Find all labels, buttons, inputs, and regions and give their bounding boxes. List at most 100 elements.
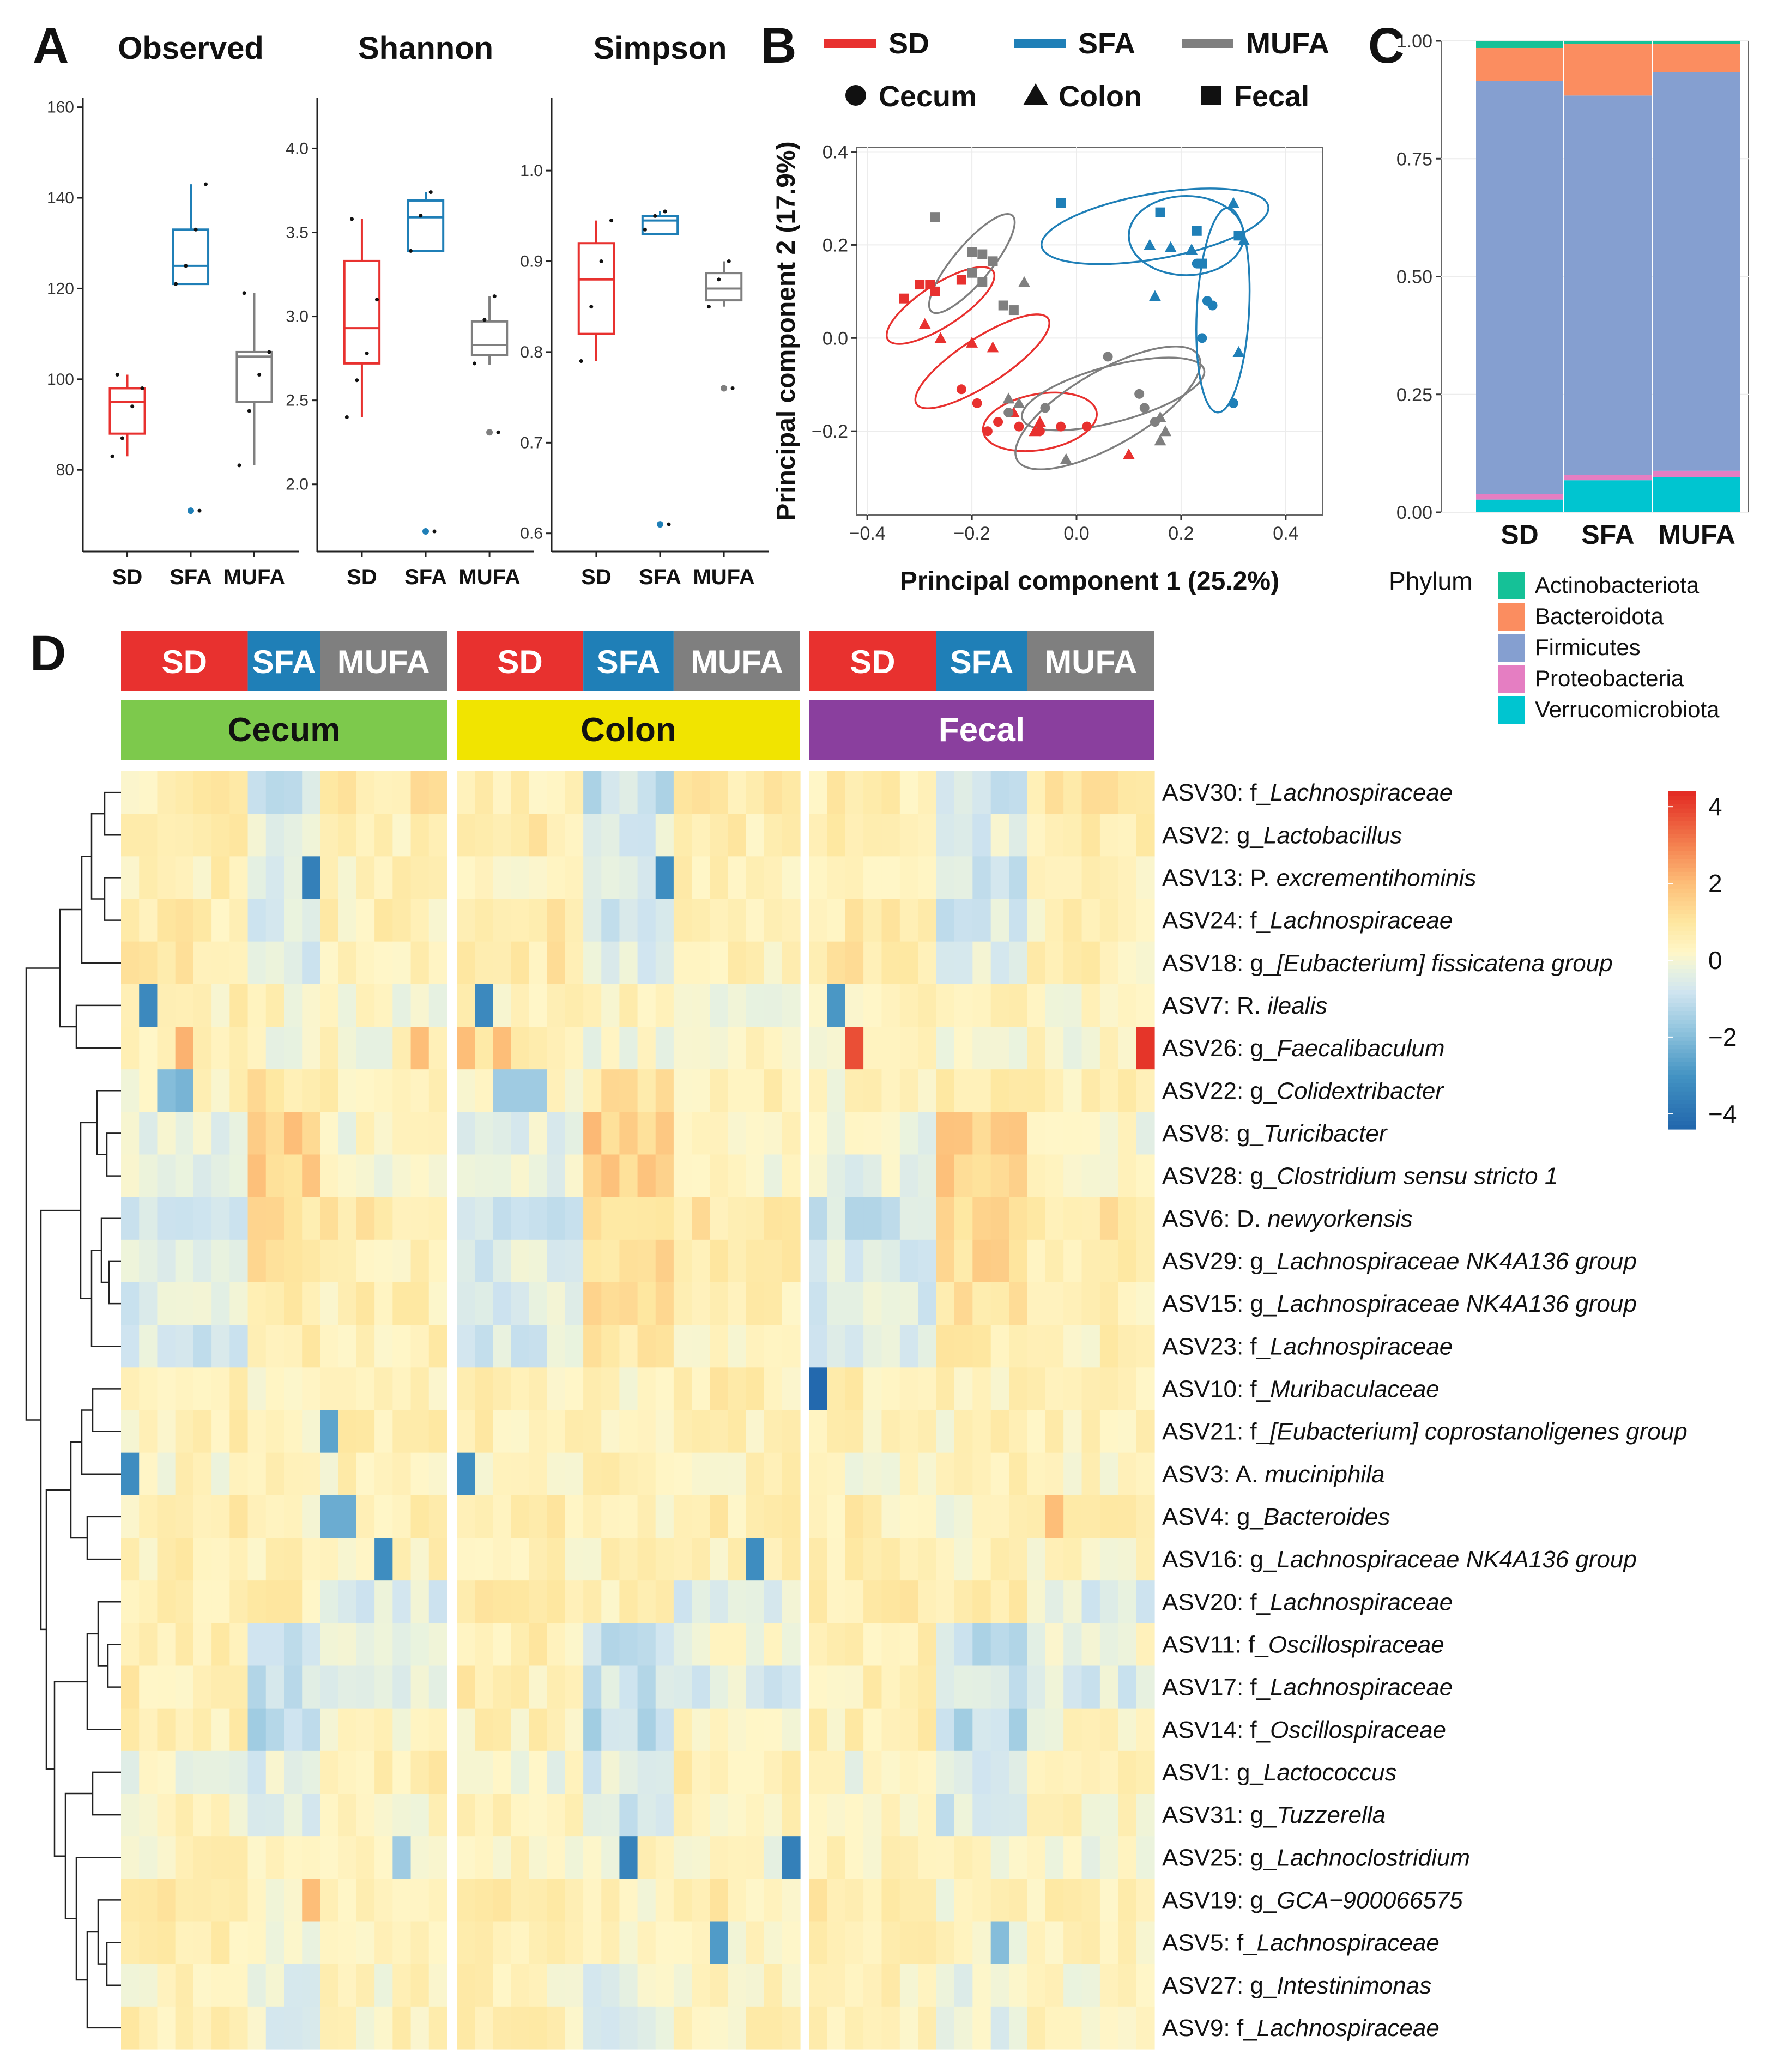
heatmap-cell [583, 1410, 602, 1453]
heatmap-cell [410, 1750, 430, 1794]
heatmap-cell [1081, 1836, 1100, 1879]
legend-swatch [1498, 665, 1525, 693]
colorbar-tick-label: −4 [1708, 1100, 1737, 1128]
heatmap-cell [511, 1027, 530, 1070]
heatmap-cell [320, 1623, 339, 1667]
row-label: ASV10: f_Muribaculaceae [1162, 1376, 1440, 1402]
heatmap-cell [881, 941, 900, 985]
heatmap-cell [1009, 1239, 1028, 1283]
heatmap-cell [936, 1112, 955, 1155]
box-iqr [235, 350, 273, 403]
heatmap-cell [583, 1580, 602, 1623]
heatmap-cell [764, 1027, 783, 1070]
heatmap-cell [338, 1325, 357, 1368]
heatmap-cell [428, 1410, 447, 1453]
y-tick-label: 0.9 [520, 253, 543, 271]
heatmap-cell [547, 1325, 566, 1368]
heatmap-cell [764, 771, 783, 814]
heatmap-cell [1136, 771, 1155, 814]
row-label-taxon: Lachnospiraceae [1257, 2015, 1440, 2041]
heatmap-cell [936, 1325, 955, 1368]
row-label-id: ASV18: g_ [1162, 950, 1277, 977]
colorbar-segment [1668, 1070, 1696, 1075]
heatmap-cell [1063, 1282, 1082, 1325]
heatmap-cell [529, 1239, 548, 1283]
row-label-taxon: Lactobacillus [1263, 822, 1402, 849]
colorbar-segment [1668, 1049, 1696, 1054]
heatmap-cell [728, 1750, 747, 1794]
heatmap-cell [954, 1112, 973, 1155]
heatmap-cell [637, 814, 656, 857]
colorbar-segment [1668, 1028, 1696, 1033]
heatmap-cell [710, 1836, 728, 1879]
heatmap-cell [637, 1452, 656, 1496]
heatmap-cell [457, 1750, 475, 1794]
heatmap-cell [457, 1410, 475, 1453]
heatmap-cell [863, 1921, 882, 1965]
heatmap-cell [710, 1367, 728, 1411]
colorbar-segment [1668, 884, 1696, 889]
heatmap-cell [782, 1410, 801, 1453]
heatmap-cell [410, 1580, 430, 1623]
heatmap-cell [175, 984, 194, 1027]
heatmap-cell [954, 1367, 973, 1411]
heatmap-cell [728, 2006, 747, 2050]
heatmap-cell [619, 1069, 638, 1112]
heatmap-cell [990, 1367, 1009, 1411]
heatmap-cell [601, 1623, 620, 1667]
point-colon [1186, 243, 1198, 255]
heatmap-cell [428, 1325, 447, 1368]
heatmap-cell [410, 1921, 430, 1965]
heatmap-cell [302, 814, 321, 857]
colorbar-segment [1668, 994, 1696, 999]
heatmap-cell [356, 1964, 375, 2007]
heatmap-cell [511, 984, 530, 1027]
heatmap-cell [881, 1580, 900, 1623]
heatmap-cell [1009, 941, 1028, 985]
heatmap-cell [782, 1027, 801, 1070]
heatmap-cell [827, 1410, 846, 1453]
heatmap-cell [565, 1836, 584, 1879]
heatmap-cell [936, 941, 955, 985]
heatmap-cell [547, 1282, 566, 1325]
colorbar-segment [1668, 968, 1696, 973]
heatmap-cell [457, 1794, 475, 1837]
heatmap-cell [601, 1282, 620, 1325]
heatmap-cell [881, 1069, 900, 1112]
heatmap-cell [881, 1794, 900, 1837]
row-label-taxon: Faecalibaculum [1277, 1035, 1444, 1062]
heatmap-cell [493, 1452, 512, 1496]
heatmap-cell [845, 1112, 864, 1155]
heatmap-cell [457, 1452, 475, 1496]
heatmap-cell [565, 1623, 584, 1667]
point-cecum [1228, 398, 1238, 408]
heatmap-cell [410, 1708, 430, 1752]
heatmap-cell [211, 1197, 230, 1240]
colorbar-segment [1668, 990, 1696, 995]
heatmap-cell [175, 1154, 194, 1198]
heatmap-cell [356, 984, 375, 1027]
heatmap-cell [827, 1325, 846, 1368]
heatmap-cell [511, 1495, 530, 1538]
heatmap-cell [157, 1665, 176, 1709]
heatmap-cell [121, 1282, 140, 1325]
heatmap-cell [392, 1921, 412, 1965]
heatmap-cell [428, 1197, 447, 1240]
heatmap-cell [1063, 1154, 1082, 1198]
point-fecal [1192, 226, 1202, 236]
heatmap-cell [692, 1794, 710, 1837]
heatmap-cell [899, 984, 918, 1027]
heatmap-cell [320, 1197, 339, 1240]
heatmap-cell [918, 1452, 937, 1496]
heatmap-cell [936, 771, 955, 814]
colorbar-segment [1668, 1099, 1696, 1105]
heatmap-cell [863, 771, 882, 814]
legend-label: Proteobacteria [1535, 665, 1684, 691]
group-header-sd [121, 631, 248, 691]
heatmap-cell [374, 771, 393, 814]
group-header-label: SD [162, 644, 207, 680]
heatmap-cell [229, 1794, 249, 1837]
heatmap-cell [457, 1623, 475, 1667]
point-fecal [956, 275, 966, 285]
heatmap-cell [1045, 1665, 1064, 1709]
